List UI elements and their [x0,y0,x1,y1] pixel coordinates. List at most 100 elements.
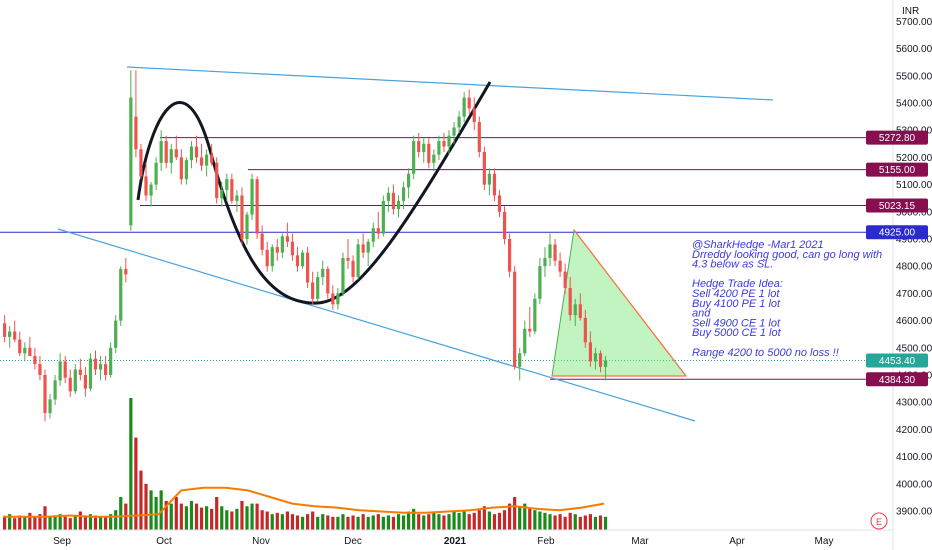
volume-bar [225,510,229,530]
candle-body [407,173,411,188]
candle-body [588,342,592,362]
volume-bar [528,508,532,530]
volume-bar [321,514,325,530]
candle-body [58,361,62,381]
volume-ma-line [3,486,605,518]
volume-bar [119,497,123,530]
volume-bar [235,508,239,530]
volume-bar [18,515,22,530]
volume-bar [114,510,118,530]
volume-bar [477,510,481,530]
y-tick-label: 5200.00 [896,153,932,164]
candle-body [295,255,300,267]
candle-body [543,258,547,267]
volume-bar [386,515,390,530]
volume-bar [447,514,451,530]
candle-body [119,268,123,321]
volume-bar [538,511,542,530]
candle-body [548,244,552,259]
volume-bar [351,515,355,530]
volume-bar [442,515,446,530]
volume-bar [83,516,87,530]
y-tick-label: 4700.00 [896,289,932,300]
candle-body [245,214,249,239]
candle-body [48,399,52,414]
candle-body [73,369,77,392]
candle-body [341,258,345,294]
volume-bar [139,470,143,530]
e-icon[interactable] [870,512,888,530]
candle-body [376,228,380,234]
volume-bar [502,510,507,530]
cup-pattern-curve [136,81,492,305]
volume-bar [568,512,572,530]
candle-body [43,375,47,414]
candle-body [578,304,582,318]
volume-bar [381,516,385,530]
volume-bar [38,514,42,530]
volume-bar [346,516,350,530]
candle-body [391,192,396,210]
e-button[interactable]: E [870,512,888,530]
x-tick-label: Dec [344,536,362,547]
candle-body [235,195,239,201]
candle-body [467,97,471,109]
volume-bar [417,514,421,530]
currency-badge[interactable]: INR [902,6,919,17]
candle-body [482,151,486,185]
volume-bar [23,516,27,530]
candle-body [78,369,82,375]
candle-body [129,97,133,226]
volume-bar [376,514,380,530]
candle-body [422,143,426,152]
y-tick-label: 4500.00 [896,343,932,354]
candle-body [573,304,577,316]
candle-body [260,233,264,250]
candle-body [598,353,603,367]
candle-body [194,146,199,158]
volume-bar [326,515,330,530]
price-label-text: 4384.30 [879,375,916,386]
volume-bar [3,516,7,530]
annotation-line: Hedge Trade Idea: [692,278,783,290]
candle-body [502,211,507,239]
candle-body [528,328,532,332]
volume-bar [391,516,396,530]
x-tick-label: Nov [252,536,270,547]
volume-bar [245,506,249,530]
y-tick-label: 5100.00 [896,180,932,191]
time-axis[interactable]: Sep Oct Nov Dec 2021 Feb Mar Apr May [53,536,833,547]
candle-body [401,187,406,201]
volume-bar [53,515,57,530]
candle-body [255,179,259,234]
volume-bar [300,516,305,530]
candle-body [88,358,93,389]
volume-bar [270,514,274,530]
candle-body [300,252,305,267]
volume-bar [427,514,431,530]
volume-bar [558,514,562,530]
candle-body [336,293,340,305]
candle-body [104,364,108,375]
annotation-line: Sell 4200 PE 1 lot [692,288,780,300]
candle-body [290,241,295,256]
volume-bar [543,512,547,530]
candle-body [356,244,360,278]
candle-body [33,355,37,365]
volume-bar [487,511,491,530]
candle-body [427,143,431,163]
candle-body [13,331,17,340]
annotation-line: @SharkHedge -Mar1 2021 [692,239,824,251]
candle-body [538,266,542,299]
volume-bar [240,500,244,530]
volume-bar [467,514,471,530]
price-label-text: 5023.15 [879,201,916,212]
price-labels: 5272.80 5155.00 5023.15 4925.00 4453.40 4384.… [866,130,928,387]
upper-trendline [126,66,774,101]
volume-bar [482,506,486,530]
candle-body [28,347,32,356]
annotation-line: 4.3 below as SL. [692,259,773,271]
candle-body [346,258,350,261]
